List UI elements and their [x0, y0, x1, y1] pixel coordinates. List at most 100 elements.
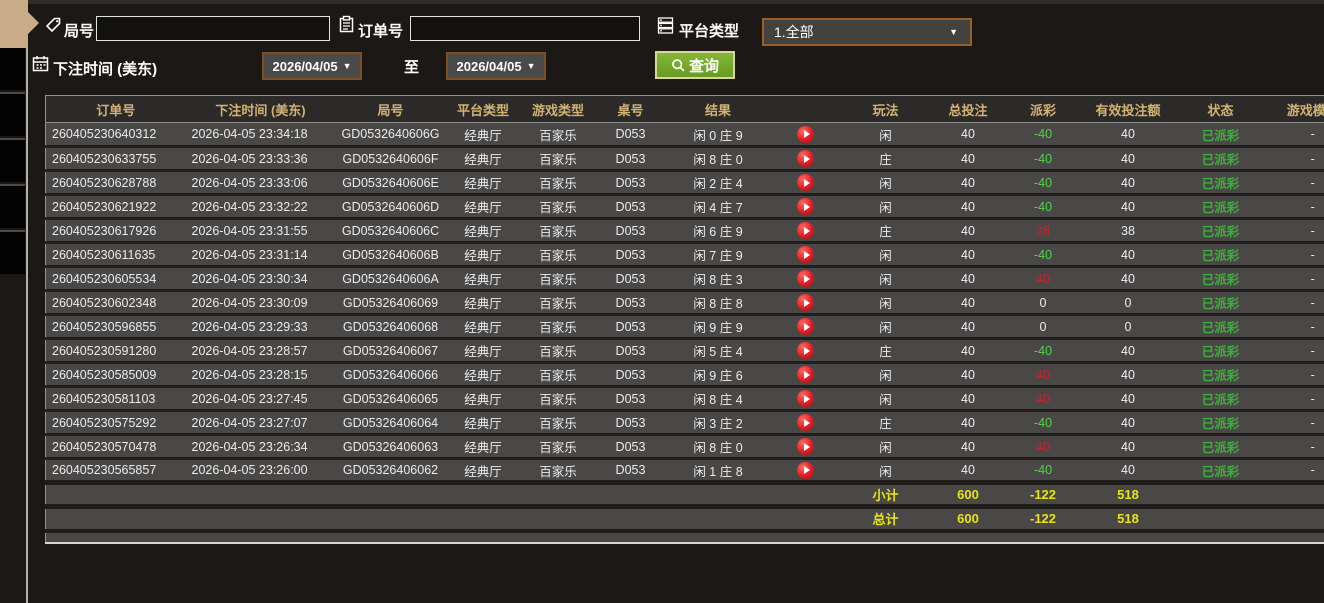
play-video-icon[interactable]: [797, 294, 814, 311]
play-cell: [770, 218, 841, 243]
calendar-icon: [31, 54, 50, 73]
total-cell: 40: [930, 386, 1006, 411]
table-row: 260405230602348 2026-04-05 23:30:09 GD0532…: [45, 290, 1324, 315]
platform-type-select[interactable]: 1.全部 ▼: [762, 18, 972, 46]
play-cell: [770, 338, 841, 363]
play-video-icon[interactable]: [797, 366, 814, 383]
time-cell: 2026-04-05 23:32:22: [185, 194, 336, 219]
mode-cell: -: [1265, 146, 1324, 171]
tableno-cell: D053: [595, 146, 666, 171]
platform-cell: 经典厅: [445, 338, 521, 363]
table-row: 260405230565857 2026-04-05 23:26:00 GD0532…: [45, 458, 1324, 483]
tableno-cell: D053: [595, 290, 666, 315]
side-cell: 庄: [840, 338, 931, 363]
payout-cell: -40: [1005, 458, 1081, 483]
date-to-select[interactable]: 2026/04/05 ▼: [446, 52, 546, 80]
total-cell: 40: [930, 338, 1006, 363]
tableno-cell: D053: [595, 170, 666, 195]
tableno-cell: D053: [595, 218, 666, 243]
play-video-icon[interactable]: [797, 246, 814, 263]
time-cell: 2026-04-05 23:26:00: [185, 458, 336, 483]
order-cell: 260405230565857: [45, 458, 186, 483]
result-cell: 闲 5 庄 4: [665, 338, 771, 363]
date-from-select[interactable]: 2026/04/05 ▼: [262, 52, 362, 80]
play-video-icon[interactable]: [797, 438, 814, 455]
total-cell: 40: [930, 170, 1006, 195]
table-row: 260405230581103 2026-04-05 23:27:45 GD0532…: [45, 386, 1324, 411]
game-cell: 百家乐: [520, 194, 596, 219]
date-from-value: 2026/04/05: [272, 58, 338, 74]
round-cell: GD05326406062: [335, 458, 446, 483]
total-cell: 40: [930, 290, 1006, 315]
table-row: 260405230585009 2026-04-05 23:28:15 GD0532…: [45, 362, 1324, 387]
play-video-icon[interactable]: [797, 461, 814, 479]
valid-cell: 40: [1080, 458, 1176, 483]
valid-cell: 40: [1080, 338, 1176, 363]
side-cell: 闲: [840, 314, 931, 339]
time-cell: 2026-04-05 23:29:33: [185, 314, 336, 339]
valid-cell: 40: [1080, 386, 1176, 411]
play-video-icon[interactable]: [797, 125, 814, 143]
round-cell: GD0532640606A: [335, 266, 446, 291]
valid-cell: 40: [1080, 170, 1176, 195]
order-cell: 260405230596855: [45, 314, 186, 339]
play-video-icon[interactable]: [797, 198, 814, 215]
game-cell: 百家乐: [520, 290, 596, 315]
mode-cell: -: [1265, 314, 1324, 339]
sidebar-item[interactable]: [0, 184, 25, 228]
valid-cell: 0: [1080, 314, 1176, 339]
play-video-icon[interactable]: [797, 270, 814, 287]
top-strip: [0, 0, 1324, 4]
table-row: 260405230575292 2026-04-05 23:27:07 GD0532…: [45, 410, 1324, 435]
round-cell: GD05326406066: [335, 362, 446, 387]
payout-cell: -40: [1005, 146, 1081, 171]
sidebar-item[interactable]: [0, 92, 25, 136]
mode-cell: -: [1265, 434, 1324, 459]
play-video-icon[interactable]: [797, 222, 814, 239]
valid-cell: 40: [1080, 194, 1176, 219]
play-video-icon[interactable]: [797, 342, 814, 359]
order-no-input[interactable]: [410, 16, 640, 41]
mode-cell: -: [1265, 242, 1324, 267]
order-cell: 260405230633755: [45, 146, 186, 171]
subtotal-row: 小计 600 -122 518: [45, 482, 1324, 507]
side-cell: 闲: [840, 290, 931, 315]
tableno-cell: D053: [595, 338, 666, 363]
order-cell: 260405230628788: [45, 170, 186, 195]
header-valid: 有效投注额: [1080, 95, 1176, 123]
query-button[interactable]: 查询: [655, 51, 735, 79]
play-cell: [770, 146, 841, 171]
sidebar-active-tab[interactable]: [0, 0, 39, 48]
platform-cell: 经典厅: [445, 290, 521, 315]
sidebar-item[interactable]: [0, 230, 25, 274]
play-cell: [770, 434, 841, 459]
sidebar-item[interactable]: [0, 46, 25, 90]
table-row: 260405230611635 2026-04-05 23:31:14 GD0532…: [45, 242, 1324, 267]
status-cell: 已派彩: [1175, 314, 1266, 339]
header-result: 结果: [665, 95, 771, 123]
status-cell: 已派彩: [1175, 410, 1266, 435]
round-cell: GD0532640606G: [335, 122, 446, 147]
tableno-cell: D053: [595, 458, 666, 483]
round-cell: GD0532640606F: [335, 146, 446, 171]
platform-cell: 经典厅: [445, 314, 521, 339]
status-cell: 已派彩: [1175, 362, 1266, 387]
play-cell: [770, 194, 841, 219]
total-cell: 40: [930, 218, 1006, 243]
play-video-icon[interactable]: [797, 390, 814, 407]
valid-cell: 40: [1080, 410, 1176, 435]
sidebar-item[interactable]: [0, 138, 25, 182]
play-cell: [770, 362, 841, 387]
play-video-icon[interactable]: [797, 150, 814, 167]
play-cell: [770, 170, 841, 195]
play-video-icon[interactable]: [797, 174, 814, 191]
round-no-input[interactable]: [96, 16, 330, 41]
play-video-icon[interactable]: [797, 318, 814, 335]
total-cell: 40: [930, 434, 1006, 459]
sidebar: [0, 0, 39, 603]
side-cell: 闲: [840, 362, 931, 387]
play-video-icon[interactable]: [797, 414, 814, 431]
round-cell: GD05326406065: [335, 386, 446, 411]
order-no-label: 订单号: [358, 23, 404, 40]
result-cell: 闲 0 庄 9: [665, 122, 771, 147]
